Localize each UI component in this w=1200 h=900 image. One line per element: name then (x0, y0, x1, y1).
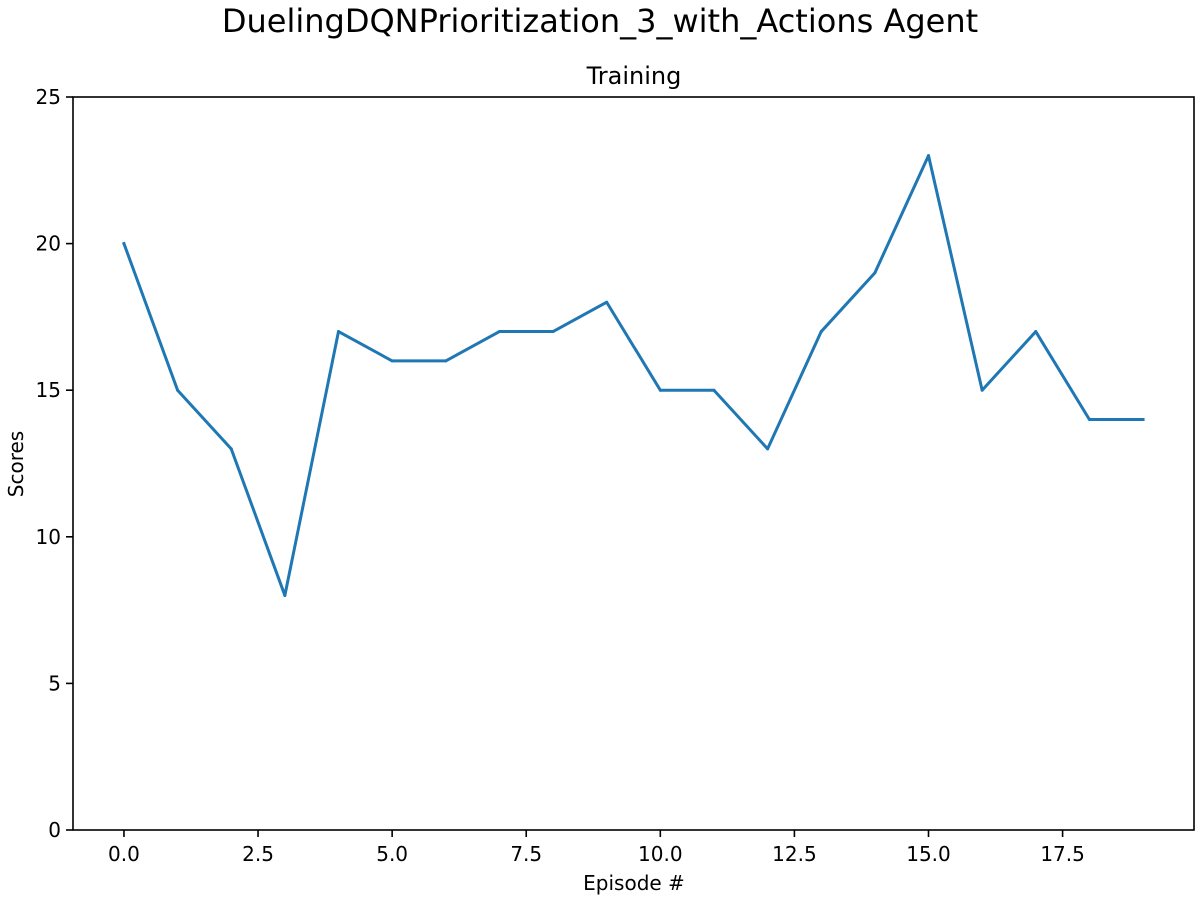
x-tick-label: 17.5 (1040, 842, 1085, 866)
y-tick-label: 0 (48, 818, 61, 842)
chart-title: Training (586, 62, 682, 90)
data-point (819, 330, 823, 334)
y-tick-label: 20 (36, 232, 61, 256)
data-point (122, 242, 126, 246)
data-point (927, 154, 930, 158)
y-axis-ticks: 0 5 10 15 20 25 (36, 85, 73, 842)
data-point (229, 447, 233, 451)
data-point (605, 300, 609, 304)
data-point (766, 447, 770, 451)
x-tick-label: 15.0 (906, 842, 951, 866)
data-point (980, 388, 984, 392)
data-point (1087, 418, 1091, 422)
x-tick-label: 7.5 (510, 842, 542, 866)
data-point (712, 388, 716, 392)
x-tick-label: 10.0 (638, 842, 683, 866)
y-tick-label: 25 (36, 85, 61, 109)
series-layer (122, 154, 1145, 597)
data-point (390, 359, 394, 363)
x-tick-label: 0.0 (108, 842, 140, 866)
data-point (873, 271, 877, 275)
data-point (1034, 330, 1038, 334)
data-point (444, 359, 448, 363)
y-tick-label: 5 (48, 671, 61, 695)
x-tick-label: 5.0 (376, 842, 408, 866)
data-point (337, 330, 340, 334)
y-tick-label: 10 (36, 525, 61, 549)
data-point (551, 330, 555, 334)
x-axis-ticks: 0.0 2.5 5.0 7.5 10.0 12.5 15.0 17.5 (108, 830, 1085, 866)
series-line (122, 154, 1145, 597)
data-point (658, 388, 662, 392)
data-point (1141, 418, 1145, 422)
x-axis-label: Episode # (583, 871, 685, 895)
plot-frame (72, 96, 1195, 831)
data-point (283, 593, 287, 597)
y-tick-label: 15 (36, 378, 61, 402)
x-tick-label: 2.5 (242, 842, 274, 866)
figure-suptitle: DuelingDQNPrioritization_3_with_Actions … (222, 2, 978, 40)
y-axis-label: Scores (4, 431, 28, 497)
x-tick-label: 12.5 (772, 842, 817, 866)
data-point (176, 388, 180, 392)
data-point (497, 330, 501, 334)
